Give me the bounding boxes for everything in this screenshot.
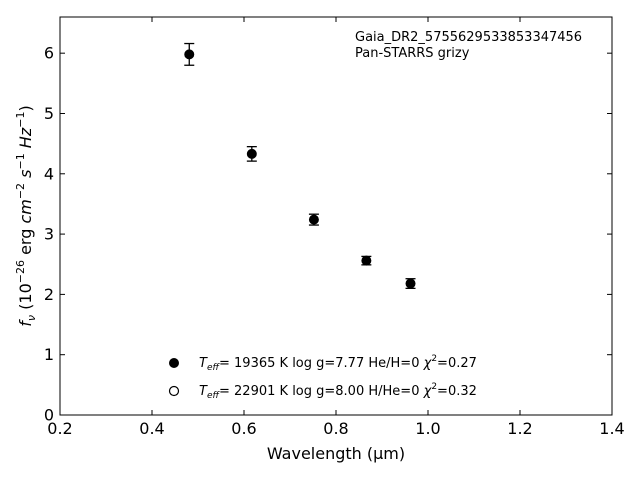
x-tick-label: 1.0 [415, 419, 440, 438]
y-tick-label: 3 [44, 225, 54, 244]
x-tick-label: 0.8 [323, 419, 348, 438]
data-point [184, 49, 195, 60]
y-axis-label: fν (10−26 erg cm−2 s−1 Hz−1) [14, 105, 38, 326]
source-id-annotation: Gaia_DR2_5755629533853347456 [355, 30, 582, 45]
x-tick-label: 0.4 [139, 419, 164, 438]
y-tick-label: 4 [44, 164, 54, 183]
y-tick-label: 2 [44, 285, 54, 304]
data-points [184, 49, 416, 289]
x-tick-label: 0.2 [47, 419, 72, 438]
data-point [361, 255, 372, 266]
y-tick-label: 1 [44, 345, 54, 364]
x-axis-label: Wavelength (μm) [267, 444, 405, 463]
x-tick-label: 1.2 [507, 419, 532, 438]
data-point [405, 278, 416, 289]
data-point [246, 148, 257, 159]
legend-entry-2: Teff= 22901 K log g=8.00 H/He=0 χ2=0.32 [199, 382, 477, 401]
x-tick-label: 1.4 [599, 419, 624, 438]
axis-ticks: 0.2 0.4 0.6 0.8 1.0 1.2 1.4 0 1 2 3 4 5 6 [44, 17, 625, 438]
legend: Teff= 19365 K log g=7.77 He/H=0 χ2=0.27 … [168, 354, 477, 401]
error-bars [184, 42, 416, 290]
legend-marker-filled [169, 358, 179, 368]
survey-annotation: Pan-STARRS grizy [355, 46, 470, 61]
data-point [308, 214, 319, 225]
y-tick-label: 0 [44, 406, 54, 425]
y-tick-label: 6 [44, 44, 54, 63]
legend-entry-1: Teff= 19365 K log g=7.77 He/H=0 χ2=0.27 [199, 354, 477, 373]
y-tick-label: 5 [44, 104, 54, 123]
legend-marker-open [168, 385, 180, 397]
x-tick-label: 0.6 [231, 419, 256, 438]
